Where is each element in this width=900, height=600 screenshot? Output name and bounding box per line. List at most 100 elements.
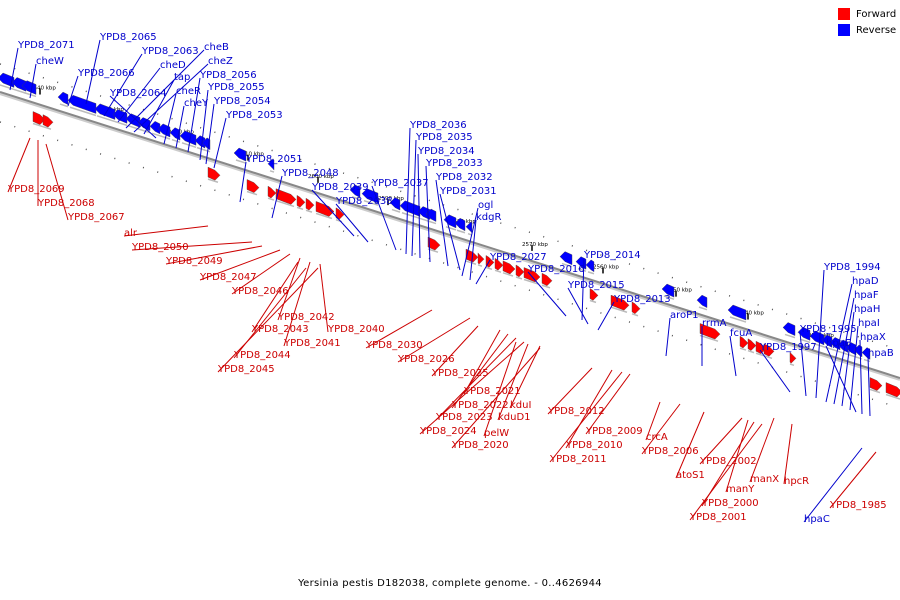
forward-gene-12 bbox=[477, 252, 485, 265]
forward-label-ypd8-2020: YPD8_2020 bbox=[451, 440, 509, 451]
gene-shadow bbox=[315, 212, 333, 220]
reverse-gene-26 bbox=[559, 251, 573, 266]
forward-label-ypd8-2030: YPD8_2030 bbox=[365, 340, 423, 351]
reverse-label-ypd8-2037: YPD8_2037 bbox=[371, 178, 429, 189]
gene-shadow bbox=[477, 264, 483, 267]
forward-gene-7 bbox=[305, 197, 315, 211]
gene-shadow bbox=[275, 199, 295, 208]
forward-label-ypd8-2040: YPD8_2040 bbox=[327, 324, 385, 335]
forward-label-ypd8-2023-leader bbox=[435, 337, 517, 421]
reverse-label-ypd8-2033: YPD8_2033 bbox=[425, 158, 483, 169]
forward-label-ypd8-2022: YPD8_2022 bbox=[451, 400, 509, 411]
reverse-label-cheb-leader bbox=[125, 49, 205, 129]
reverse-label-arop1: aroP1 bbox=[670, 310, 699, 321]
legend-reverse: Reverse bbox=[838, 24, 896, 40]
reverse-label-hpai: hpaI bbox=[858, 318, 880, 329]
forward-label-ypd8-2041: YPD8_2041 bbox=[283, 338, 341, 349]
forward-label-kdud1-leader bbox=[497, 343, 529, 421]
reverse-label-ypd8-2033-leader bbox=[425, 165, 431, 263]
reverse-label-hpae-leader bbox=[825, 345, 857, 413]
forward-gene-1 bbox=[42, 114, 54, 128]
reverse-label-ypd8-2039: YPD8_2039 bbox=[311, 182, 369, 193]
forward-label-ypd8-2046-leader bbox=[231, 253, 291, 295]
reverse-label-ypd8-1995-leader bbox=[799, 331, 807, 397]
reverse-label-ypd8-2034: YPD8_2034 bbox=[417, 146, 475, 157]
reverse-label-ypd8-2055-leader bbox=[199, 89, 209, 161]
reverse-label-hpab-leader bbox=[867, 355, 871, 417]
forward-label-ypd8-2047: YPD8_2047 bbox=[199, 272, 257, 283]
reverse-label-ypd8-2053: YPD8_2053 bbox=[225, 110, 283, 121]
reverse-label-hpaf-leader bbox=[833, 297, 855, 405]
forward-label-ypd8-2010: YPD8_2010 bbox=[565, 440, 623, 451]
forward-label-ypd8-2012: YPD8_2012 bbox=[547, 406, 605, 417]
reverse-gene-28 bbox=[585, 259, 595, 273]
gene-shadow bbox=[207, 178, 219, 183]
reverse-label-ypd8-2013: YPD8_2013 bbox=[613, 294, 671, 305]
reverse-label-ypd8-2035: YPD8_2035 bbox=[415, 132, 473, 143]
scale-label: 2610 kbp bbox=[238, 152, 264, 158]
forward-label-ypd8-2045-leader bbox=[217, 267, 319, 373]
forward-label-manx: manX bbox=[750, 474, 779, 485]
reverse-label-ypd8-2065-leader bbox=[85, 39, 101, 105]
reverse-label-ypd8-2053-leader bbox=[213, 117, 227, 169]
forward-gene-15 bbox=[502, 260, 516, 275]
gene-shadow bbox=[799, 338, 811, 344]
reverse-label-hpad-leader bbox=[825, 283, 853, 403]
gene-shadow bbox=[699, 334, 719, 342]
gene-shadow bbox=[663, 295, 675, 300]
forward-label-ypd8-2023: YPD8_2023 bbox=[435, 412, 493, 423]
reverse-gene-29 bbox=[661, 283, 675, 298]
gene-shadow bbox=[863, 358, 871, 363]
gene-shadow bbox=[267, 197, 275, 201]
reverse-label-ypd8-2056-leader bbox=[187, 77, 201, 153]
forward-gene-2 bbox=[207, 166, 221, 181]
gene-shadow bbox=[739, 347, 747, 351]
reverse-label-chew-leader bbox=[29, 63, 37, 99]
reverse-label-ypd8-2031-leader bbox=[439, 193, 461, 271]
gene-shadow bbox=[631, 313, 639, 317]
reverse-label-fcua-leader bbox=[729, 335, 737, 377]
reverse-label-ypd8-2032-leader bbox=[435, 179, 449, 267]
gene-shadow bbox=[855, 356, 863, 360]
forward-label-many-leader bbox=[725, 419, 749, 493]
reverse-label-tap: tap bbox=[174, 72, 190, 83]
reverse-label-chey-leader bbox=[175, 105, 185, 149]
reverse-label-ypd8-2066: YPD8_2066 bbox=[77, 68, 135, 79]
reverse-label-ypd8-2071-leader bbox=[9, 47, 19, 91]
forward-label-ypd8-2046: YPD8_2046 bbox=[231, 286, 289, 297]
reverse-label-kdgr-leader bbox=[469, 219, 477, 281]
forward-gene-26 bbox=[763, 343, 775, 357]
gene-shadow bbox=[269, 170, 275, 173]
gene-shadow bbox=[391, 208, 401, 213]
gene-shadow bbox=[698, 306, 708, 311]
scale-label: 2620 kbp bbox=[168, 129, 194, 135]
forward-label-ypd8-2049-leader bbox=[165, 245, 263, 265]
forward-label-ypd8-2006: YPD8_2006 bbox=[641, 446, 699, 457]
reverse-label-ypd8-2013-leader bbox=[597, 301, 615, 331]
gene-shadow bbox=[561, 262, 573, 268]
gene-shadow bbox=[747, 349, 755, 354]
forward-label-kdud1: kduD1 bbox=[498, 412, 531, 423]
reverse-label-ypd8-2054-leader bbox=[205, 103, 215, 165]
gene-shadow bbox=[811, 342, 825, 348]
forward-swatch bbox=[838, 8, 850, 20]
forward-label-ypd8-2043-leader bbox=[251, 261, 299, 333]
forward-gene-21 bbox=[631, 301, 641, 314]
reverse-label-ched-leader bbox=[117, 67, 161, 123]
gene-shadow bbox=[755, 352, 765, 357]
reverse-label-chez: cheZ bbox=[208, 56, 233, 67]
reverse-label-ypd8-1997-leader bbox=[759, 349, 791, 393]
scale-label: 2590 kbp bbox=[378, 196, 404, 202]
forward-gene-19 bbox=[589, 288, 599, 301]
scale-label: 2550 kbp bbox=[666, 288, 692, 294]
reverse-label-ypd8-2048-leader bbox=[271, 175, 283, 219]
reverse-label-hpax: hpaX bbox=[860, 332, 886, 343]
forward-label-ypd8-2045: YPD8_2045 bbox=[217, 364, 275, 375]
gene-shadow bbox=[523, 278, 539, 285]
reverse-label-ypd8-2031: YPD8_2031 bbox=[439, 186, 497, 197]
reverse-label-ypd8-2027: YPD8_2027 bbox=[489, 252, 547, 263]
gene-shadow bbox=[502, 272, 514, 277]
reverse-label-ypd8-2055: YPD8_2055 bbox=[207, 82, 265, 93]
reverse-label-ogl-leader bbox=[461, 207, 479, 277]
